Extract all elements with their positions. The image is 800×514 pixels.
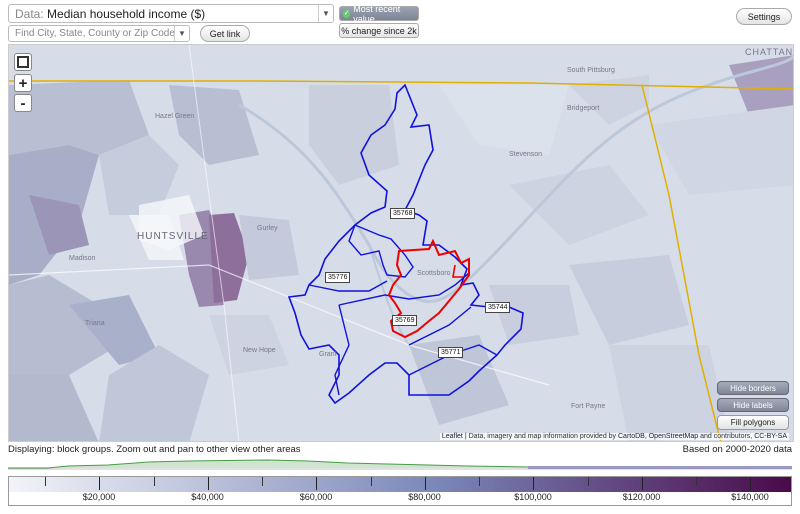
check-icon: ✓ <box>343 9 351 18</box>
fill-polygons-button[interactable]: Fill polygons <box>717 415 789 430</box>
fullscreen-icon <box>17 56 29 68</box>
legend-tick-label: $80,000 <box>408 492 441 502</box>
display-status: Displaying: block groups. Zoom out and p… <box>8 444 301 455</box>
get-link-button[interactable]: Get link <box>200 25 250 42</box>
place-label: Madison <box>69 255 96 262</box>
zoom-out-button[interactable]: - <box>14 94 32 112</box>
legend-tick <box>370 477 372 486</box>
data-value: Median household income ($) <box>47 6 206 21</box>
place-label: Triana <box>85 320 105 327</box>
zip-label-35769: 35769 <box>392 315 418 326</box>
data-prefix: Data: <box>15 6 44 21</box>
data-range-note: Based on 2000-2020 data <box>682 444 792 455</box>
place-label: South Pittsburg <box>567 67 615 74</box>
legend-tick <box>696 477 697 486</box>
place-label: Grant <box>319 351 337 358</box>
legend-tick <box>153 477 155 486</box>
zip-label-35776: 35776 <box>325 272 351 283</box>
chevron-down-icon: ▼ <box>174 26 189 41</box>
legend-tick <box>45 477 46 486</box>
legend-bar: $20,000 $40,000 $60,000 $80,000 $100,000 $120… <box>8 476 792 506</box>
hide-borders-button[interactable]: Hide borders <box>717 381 789 395</box>
place-label: Bridgeport <box>567 105 600 112</box>
legend-tick-label: $100,000 <box>514 492 552 502</box>
legend-tick <box>424 477 426 490</box>
map-canvas <box>9 45 793 441</box>
legend-tick <box>316 477 317 490</box>
attribution-contributors: and contributors, <box>698 433 755 440</box>
legend-tick <box>262 477 263 486</box>
legend-tick-label: $120,000 <box>622 492 661 502</box>
income-histogram <box>8 459 792 470</box>
zip-label-35768: 35768 <box>390 208 416 219</box>
place-label: Hazel Green <box>155 113 195 120</box>
settings-button[interactable]: Settings <box>736 8 792 25</box>
legend-tick <box>99 477 100 490</box>
place-label: Scottsboro <box>417 270 451 277</box>
legend-tick-label: $20,000 <box>82 492 116 502</box>
legend-tick <box>207 477 209 490</box>
place-label: HUNTSVILLE <box>137 231 209 242</box>
zoom-in-button[interactable]: + <box>14 74 32 92</box>
cartodb-link[interactable]: CartoDB <box>618 433 645 440</box>
attribution-separator: , <box>644 433 649 440</box>
data-select[interactable]: Data: Median household income ($) ▼ <box>8 4 334 23</box>
place-label: CHATTAN <box>745 47 794 57</box>
legend-tick-label: $140,000 <box>731 492 769 502</box>
license-link[interactable]: CC-BY-SA <box>754 433 787 440</box>
pct-change-button[interactable]: % change since 2k <box>339 23 419 38</box>
hide-labels-button[interactable]: Hide labels <box>717 398 789 412</box>
chevron-down-icon: ▼ <box>318 5 333 22</box>
osm-link[interactable]: OpenStreetMap <box>648 433 699 440</box>
legend-tick <box>750 477 751 490</box>
place-label: Stevenson <box>509 151 543 158</box>
legend-tick <box>479 477 480 486</box>
fit-extent-button[interactable] <box>14 53 32 71</box>
legend-tick-label: $60,000 <box>299 492 333 502</box>
place-label: New Hope <box>243 347 276 354</box>
map-attribution: Leaflet | Data, imagery and map informat… <box>439 433 789 440</box>
legend-tick <box>587 477 589 486</box>
place-label: Gurley <box>257 225 278 232</box>
legend-tick <box>641 477 643 490</box>
zip-label-35744: 35744 <box>485 302 511 313</box>
place-label: Fort Payne <box>571 403 606 410</box>
map-view[interactable]: CHATTAN South Pittsburg Hazel Green Brid… <box>8 44 794 442</box>
leaflet-link[interactable]: Leaflet <box>441 433 463 440</box>
legend-tick-label: $40,000 <box>191 492 224 502</box>
most-recent-label: Most recent value <box>353 3 401 24</box>
search-input[interactable]: Find City, State, County or Zip Code ▼ <box>8 25 190 42</box>
legend-tick <box>533 477 534 490</box>
zip-label-35771: 35771 <box>438 347 464 358</box>
search-placeholder: Find City, State, County or Zip Code <box>15 28 174 39</box>
attribution-text: | Data, imagery and map information prov… <box>462 433 618 440</box>
most-recent-button[interactable]: ✓ Most recent value <box>339 3 419 24</box>
